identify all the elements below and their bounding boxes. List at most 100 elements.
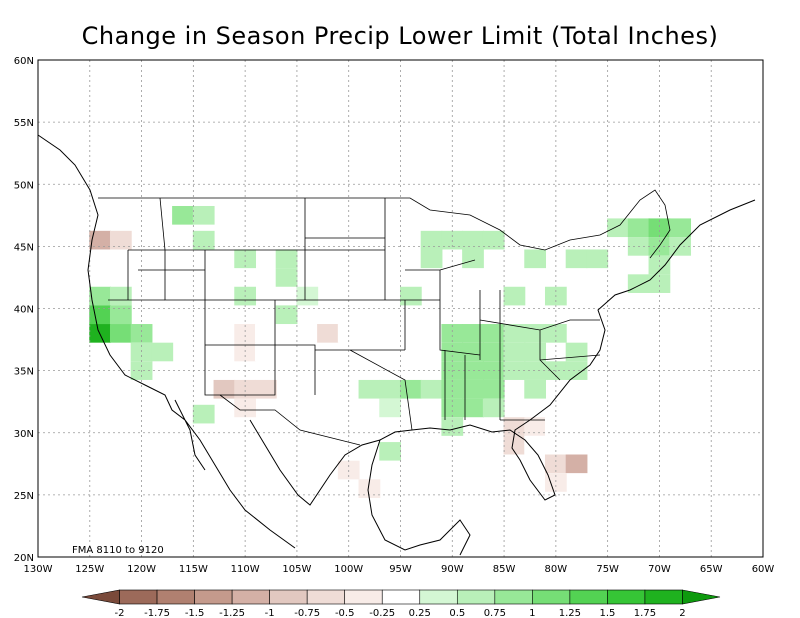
grid-cell <box>192 205 215 225</box>
grid-cell <box>441 398 464 418</box>
grid-cell <box>275 398 298 418</box>
colorbar-swatch <box>644 589 683 605</box>
grid-cell <box>234 249 257 269</box>
grid-cell <box>213 379 236 399</box>
colorbar-label: 1.25 <box>559 608 581 618</box>
grid-cell <box>482 398 505 418</box>
grid-cell <box>462 230 484 250</box>
grid-cell <box>607 218 629 238</box>
colorbar-label: -1.25 <box>219 608 245 618</box>
gridlines <box>38 60 763 557</box>
grid-cell <box>648 218 671 238</box>
colorbar-label: 1 <box>529 608 535 618</box>
grid-cell <box>275 305 298 325</box>
grid-cell <box>358 379 381 399</box>
grid-cell <box>524 249 547 269</box>
grid-cell <box>503 435 526 455</box>
grid-cell <box>399 286 422 306</box>
grid-cell <box>565 361 588 380</box>
grid-cell <box>275 268 298 287</box>
grid-cell <box>482 379 505 399</box>
grid-cell <box>462 249 484 269</box>
x-tick-label: 115W <box>179 564 208 575</box>
grid-cell <box>462 342 484 362</box>
colorbar-label: -0.5 <box>335 608 355 618</box>
data-cells <box>89 205 692 498</box>
y-axis-labels: 20N 25N 30N 35N 40N 45N 50N 55N 60N <box>14 56 34 564</box>
y-tick-label: 60N <box>14 56 34 67</box>
colorbar-label: 2 <box>679 608 685 618</box>
grid-cell <box>89 249 112 269</box>
grid-cell <box>254 342 277 362</box>
grid-cell <box>109 305 132 325</box>
colorbar-label: -1.5 <box>185 608 205 618</box>
colorbar-label: 0.25 <box>409 608 431 618</box>
x-tick-label: 120W <box>127 564 156 575</box>
grid-cell <box>399 379 422 399</box>
grid-cell <box>213 342 236 362</box>
colorbar-label: 1.75 <box>634 608 656 618</box>
colorbar-swatch <box>607 589 646 605</box>
colorbar-swatch <box>306 589 346 605</box>
y-tick-label: 30N <box>14 429 34 440</box>
grid-cell <box>524 361 547 380</box>
grid-cell <box>296 342 319 362</box>
grid-cell <box>89 268 112 287</box>
grid-cell <box>648 274 671 293</box>
grid-cell <box>89 230 112 250</box>
colorbar-swatch <box>532 589 571 605</box>
grid-cell <box>172 379 194 399</box>
colorbar-swatch <box>231 589 270 605</box>
grid-cell <box>565 454 588 474</box>
colorbar-swatch <box>156 589 195 605</box>
x-tick-label: 130W <box>24 564 53 575</box>
grid-cell <box>337 324 360 343</box>
x-tick-label: 95W <box>389 564 412 575</box>
grid-cell <box>151 342 174 362</box>
colorbar-swatch <box>344 589 383 605</box>
grid-cell <box>524 324 547 343</box>
x-tick-label: 60W <box>752 564 775 575</box>
colorbar-swatch <box>381 589 421 605</box>
colorbar: -2 -1.75 -1.5 -1.25 -1 -0.75 -0.5 -0.25 0.25 0.5 0… <box>81 589 721 618</box>
grid-cell <box>462 379 484 399</box>
x-tick-label: 110W <box>231 564 260 575</box>
grid-cell <box>524 379 547 399</box>
grid-cell <box>379 460 402 480</box>
grid-cell <box>420 230 443 250</box>
x-tick-label: 125W <box>75 564 104 575</box>
grid-cell <box>89 305 112 325</box>
colorbar-swatch <box>269 589 308 605</box>
grid-cell <box>503 324 526 343</box>
grid-cell <box>109 286 132 306</box>
grid-cell <box>462 324 484 343</box>
x-tick-label: 80W <box>545 564 568 575</box>
y-tick-label: 40N <box>14 305 34 316</box>
x-tick-label: 70W <box>648 564 671 575</box>
colorbar-swatch <box>194 589 233 605</box>
grid-cell <box>254 324 277 343</box>
colorbar-swatch <box>569 589 608 605</box>
grid-cell <box>420 379 443 399</box>
x-tick-label: 75W <box>596 564 619 575</box>
grid-cell <box>462 398 484 418</box>
colorbar-label: 0.5 <box>449 608 465 618</box>
x-axis-labels: 130W 125W 120W 115W 110W 105W 100W 95W 90W 85W 80W… <box>24 564 775 575</box>
grid-cell <box>524 417 547 436</box>
grid-cell <box>109 230 132 250</box>
grid-cell <box>358 479 381 498</box>
grid-cell <box>669 237 692 256</box>
x-tick-label: 85W <box>493 564 516 575</box>
grid-cell <box>586 249 609 269</box>
colorbar-label: -0.75 <box>294 608 320 618</box>
grid-cell <box>544 473 567 492</box>
grid-cell <box>234 398 257 418</box>
grid-cell <box>130 324 153 343</box>
grid-cell <box>275 342 298 362</box>
grid-cell <box>192 404 215 424</box>
grid-cell <box>234 324 257 343</box>
grid-cell <box>544 324 567 343</box>
x-tick-label: 90W <box>441 564 464 575</box>
grid-cell <box>317 324 339 343</box>
borders <box>98 189 671 446</box>
